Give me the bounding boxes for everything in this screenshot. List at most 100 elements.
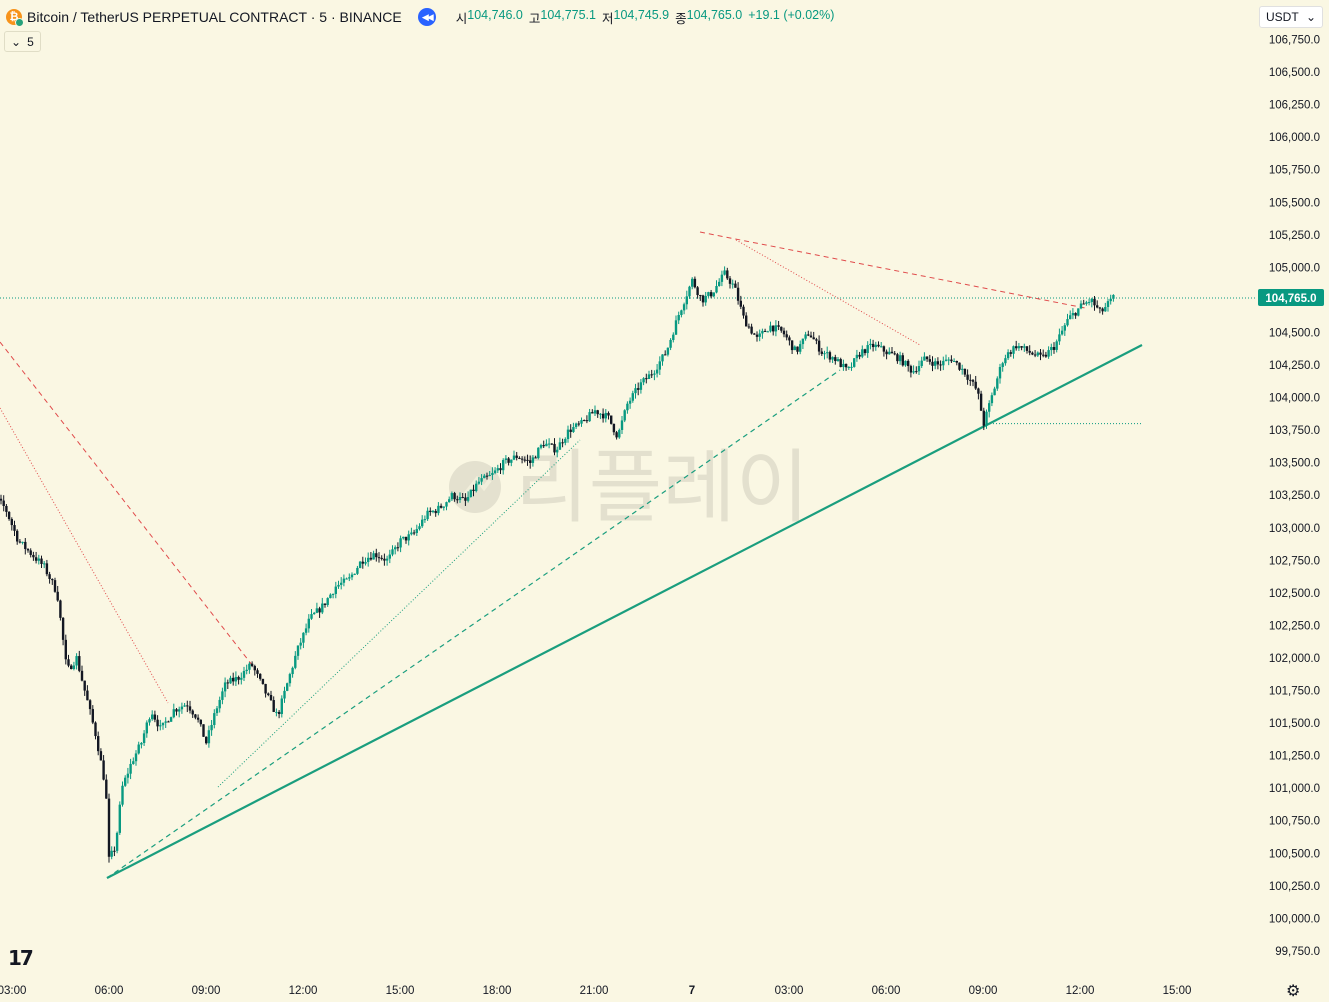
tradingview-logo-icon[interactable]: 17 xyxy=(8,946,34,970)
price-tick-label: 99,750.0 xyxy=(1275,946,1320,958)
price-tick-label: 103,750.0 xyxy=(1269,425,1320,437)
candle-body xyxy=(480,478,483,482)
resistance-dashed-left xyxy=(0,341,257,671)
price-tick-label: 100,500.0 xyxy=(1269,848,1320,860)
price-tick-label: 106,250.0 xyxy=(1269,100,1320,112)
candle-body xyxy=(488,474,491,477)
candle-body xyxy=(828,352,832,360)
candle-body xyxy=(475,483,478,492)
candle-body xyxy=(664,354,667,356)
candle-body xyxy=(858,354,861,357)
candle-body xyxy=(250,663,254,667)
candle-body xyxy=(213,713,216,725)
candle-body xyxy=(1042,354,1045,356)
time-tick-label: 09:00 xyxy=(192,985,221,997)
candle-body xyxy=(626,403,629,411)
candle-body xyxy=(1090,298,1093,303)
candle-body xyxy=(469,489,472,498)
candle-body xyxy=(145,722,148,734)
candle-body xyxy=(107,798,111,857)
candle-body xyxy=(383,558,386,561)
candle-body xyxy=(963,368,967,375)
replay-watermark: 리플레이 xyxy=(449,441,809,534)
candle-body xyxy=(855,354,859,359)
currency-selector[interactable]: USDT ⌄ xyxy=(1259,6,1323,28)
candle-body xyxy=(1028,350,1031,353)
candle-body xyxy=(777,325,780,327)
candle-body xyxy=(958,362,961,370)
candle-body xyxy=(666,347,670,355)
gear-icon[interactable]: ⚙ xyxy=(1286,983,1301,1000)
candle-body xyxy=(836,359,840,362)
candle-body xyxy=(64,639,67,660)
candle-body xyxy=(523,459,526,461)
open-key: 시 xyxy=(455,11,468,26)
resistance-dotted-left xyxy=(0,407,169,704)
candle-body xyxy=(531,457,535,463)
change-value: +19.1 (+0.02%) xyxy=(748,7,835,22)
candle-body xyxy=(1066,319,1069,326)
candle-body xyxy=(1033,354,1037,356)
candle-body xyxy=(704,295,707,303)
candle-body xyxy=(739,300,742,307)
candles xyxy=(0,266,1115,863)
candle-body xyxy=(178,709,181,712)
candle-body xyxy=(1112,294,1115,299)
candle-body xyxy=(763,330,767,332)
candle-body xyxy=(1055,341,1058,350)
candle-body xyxy=(229,677,232,684)
replay-icon[interactable]: ◀◀ xyxy=(417,8,436,26)
candle-body xyxy=(726,270,729,279)
candle-body xyxy=(232,677,235,682)
candle-body xyxy=(221,691,224,700)
candle-body xyxy=(137,744,140,754)
candle-body xyxy=(283,690,286,699)
candle-body xyxy=(472,489,475,492)
candle-body xyxy=(642,378,645,383)
candle-body xyxy=(669,339,672,348)
candle-body xyxy=(442,506,445,508)
candle-body xyxy=(237,676,240,680)
candle-body xyxy=(1039,352,1042,355)
candle-body xyxy=(815,339,818,341)
symbol-title[interactable]: Bitcoin / TetherUS PERPETUAL CONTRACT · … xyxy=(27,9,402,25)
candle-body xyxy=(755,334,759,337)
candle-body xyxy=(13,525,16,531)
candle-body xyxy=(245,669,248,671)
candle-body xyxy=(826,352,829,354)
candle-body xyxy=(105,779,108,799)
bitcoin-icon[interactable]: ₿ xyxy=(6,9,24,27)
candle-body xyxy=(194,714,197,718)
candle-body xyxy=(369,557,373,560)
candle-body xyxy=(850,366,853,368)
candle-body xyxy=(607,412,610,416)
candle-body xyxy=(269,694,273,701)
candle-body xyxy=(955,360,958,363)
candle-body xyxy=(272,700,275,712)
price-tick-label: 105,000.0 xyxy=(1269,262,1320,274)
candle-body xyxy=(556,449,559,453)
candle-body xyxy=(599,413,602,415)
interval-toggle[interactable]: ⌄ 5 xyxy=(4,31,41,52)
candle-body xyxy=(863,349,867,354)
candle-body xyxy=(43,563,46,565)
candle-body xyxy=(1025,346,1029,351)
candle-body xyxy=(550,443,553,445)
candle-body xyxy=(102,760,105,780)
time-tick-label: 12:00 xyxy=(1066,985,1095,997)
candle-body xyxy=(277,711,281,715)
candle-body xyxy=(350,574,354,578)
candle-body xyxy=(169,717,173,722)
drawing-lines xyxy=(0,231,1255,879)
candle-body xyxy=(566,429,570,440)
candle-body xyxy=(734,283,737,288)
candle-body xyxy=(10,519,13,526)
chevron-down-icon: ⌄ xyxy=(1305,10,1316,24)
candle-body xyxy=(399,538,402,548)
candle-body xyxy=(610,415,613,424)
candle-body xyxy=(78,656,81,671)
candle-body xyxy=(799,344,802,352)
candle-body xyxy=(772,325,775,332)
candle-body xyxy=(645,378,648,380)
